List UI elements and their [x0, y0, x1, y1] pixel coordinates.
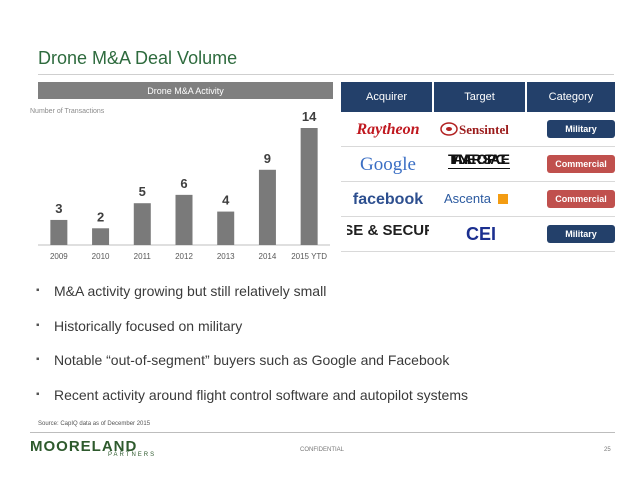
- google-logo: Google: [341, 151, 434, 177]
- slide-title: Drone M&A Deal Volume: [38, 48, 238, 68]
- sensintel-logo: Sensintel: [434, 119, 527, 139]
- kratos-logo: KRATOS DEFENSE & SECURITY SOLUTIONS: [341, 221, 434, 247]
- header-target: Target: [434, 82, 525, 112]
- title-divider: [38, 74, 614, 75]
- data-label: 6: [180, 176, 187, 191]
- svg-text:Ascenta: Ascenta: [444, 191, 492, 206]
- bar-2014: [258, 169, 276, 245]
- titan-aerospace-logo: TITAN AEROSPACE: [434, 151, 527, 177]
- bullet-icon: ▪: [36, 319, 40, 331]
- table-row: Google TITAN AEROSPACE Commercial: [341, 147, 615, 182]
- deals-table: Acquirer Target Category Raytheon Sensin…: [341, 82, 615, 252]
- bar-2011: [133, 203, 151, 245]
- svg-text:KRATOS DEFENSE & SECURITY SOLU: KRATOS DEFENSE & SECURITY SOLUTIONS: [347, 222, 429, 239]
- deal-volume-bar-chart: 3 2009 2 2010 5 2011 6 2012 4 2013 9 2014 14 2015 YTD: [38, 109, 330, 261]
- data-label: 9: [264, 151, 271, 166]
- x-tick-label: 2010: [92, 252, 110, 261]
- table-row: facebook Ascenta Commercial: [341, 182, 615, 217]
- svg-text:Raytheon: Raytheon: [355, 121, 419, 138]
- bar-2010: [92, 228, 110, 245]
- key-points-list: ▪ M&A activity growing but still relative…: [36, 282, 468, 420]
- mooreland-partners-logo: MOORELAND PARTNERS: [30, 438, 156, 458]
- list-item: ▪ Historically focused on military: [36, 317, 243, 334]
- table-header: Acquirer Target Category: [341, 82, 615, 112]
- page-number: 25: [604, 447, 611, 453]
- facebook-logo: facebook: [341, 188, 434, 210]
- list-item: ▪ Recent activity around flight control s…: [36, 386, 468, 403]
- data-label: 5: [139, 184, 146, 199]
- list-item: ▪ M&A activity growing but still relative…: [36, 283, 327, 299]
- category-badge: Commercial: [547, 155, 615, 173]
- chart-title: Drone M&A Activity: [38, 82, 333, 99]
- x-tick-label: 2013: [217, 252, 235, 261]
- data-label: 3: [55, 201, 62, 216]
- list-item: ▪ Notable “out-of-segment” buyers such as…: [36, 352, 450, 368]
- category-badge: Military: [547, 120, 615, 138]
- bar-2015-ytd: [300, 128, 318, 245]
- logo-wordmark: MOORELAND: [30, 438, 138, 455]
- footer-divider: [30, 432, 615, 433]
- bar-2012: [175, 194, 193, 245]
- raytheon-logo: Raytheon: [341, 118, 434, 140]
- ascenta-logo: Ascenta: [434, 188, 527, 210]
- table-row: KRATOS DEFENSE & SECURITY SOLUTIONS CEI …: [341, 217, 615, 252]
- table-row: Raytheon Sensintel Military: [341, 112, 615, 147]
- data-label: 14: [302, 109, 317, 124]
- bar-2013: [217, 211, 235, 245]
- logo-subtitle: PARTNERS: [108, 452, 157, 458]
- confidential-label: CONFIDENTIAL: [300, 447, 345, 453]
- x-tick-label: 2012: [175, 252, 193, 261]
- category-badge: Military: [547, 225, 615, 243]
- category-badge: Commercial: [547, 190, 615, 208]
- svg-text:facebook: facebook: [352, 191, 422, 208]
- source-note: Source: CapIQ data as of December 2015: [38, 421, 151, 427]
- svg-text:CEI: CEI: [465, 224, 495, 244]
- x-tick-label: 2011: [134, 252, 152, 261]
- bullet-icon: ▪: [36, 388, 40, 400]
- cei-logo: CEI: [434, 223, 527, 245]
- x-tick-label: 2009: [50, 252, 68, 261]
- x-tick-label: 2015 YTD: [291, 252, 327, 261]
- bullet-icon: ▪: [36, 285, 40, 296]
- chart-y-axis-label: Number of Transactions: [30, 108, 105, 115]
- svg-text:Sensintel: Sensintel: [459, 122, 509, 137]
- data-label: 4: [222, 193, 230, 208]
- svg-text:TITAN AEROSPACE: TITAN AEROSPACE: [448, 151, 510, 167]
- header-acquirer: Acquirer: [341, 82, 432, 112]
- bullet-icon: ▪: [36, 354, 40, 365]
- bar-2009: [50, 219, 68, 245]
- svg-text:Google: Google: [360, 154, 416, 175]
- data-label: 2: [97, 209, 104, 224]
- header-category: Category: [527, 82, 615, 112]
- x-tick-label: 2014: [259, 252, 277, 261]
